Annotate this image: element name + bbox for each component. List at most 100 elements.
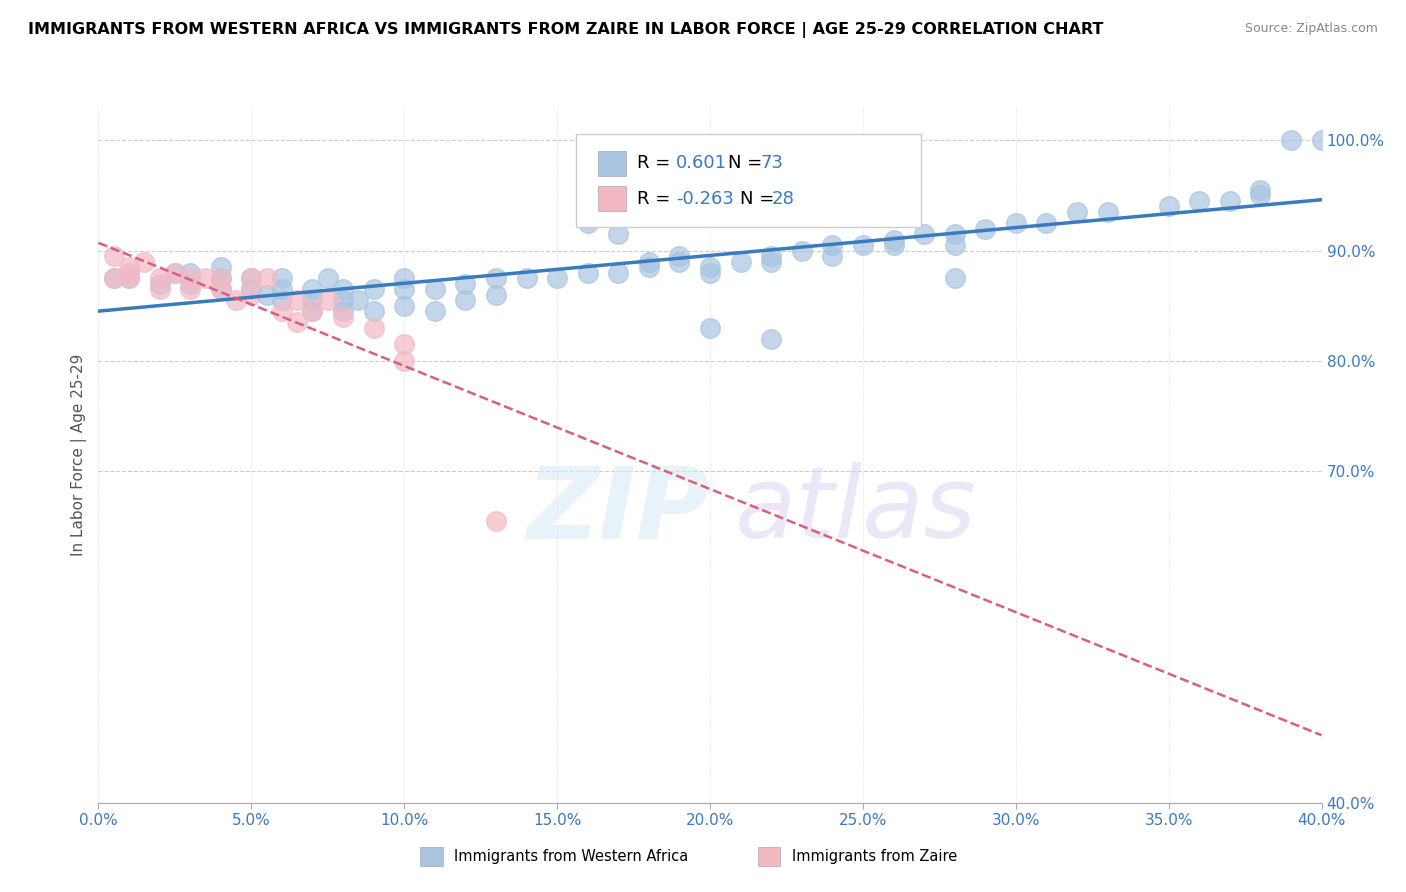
Point (943, 238, 966, 252)
Y-axis label: In Labor Force | Age 25-29: In Labor Force | Age 25-29 (72, 354, 87, 556)
Point (883, 233, 905, 247)
Point (699, 266, 721, 280)
Point (134, 254, 156, 268)
Point (392, 282, 416, 296)
Point (1249, 188, 1271, 202)
Point (1279, 133, 1302, 147)
Point (209, 271, 232, 285)
Point (637, 260, 661, 275)
Point (1249, 183, 1271, 197)
Point (149, 277, 172, 291)
Point (1066, 205, 1088, 219)
Point (516, 271, 538, 285)
Point (759, 249, 782, 263)
Point (285, 315, 308, 329)
Point (270, 304, 292, 318)
Point (576, 266, 599, 280)
Point (347, 293, 370, 308)
Point (943, 271, 966, 285)
Point (240, 271, 263, 285)
Point (301, 293, 323, 308)
Point (118, 260, 141, 275)
Point (332, 282, 354, 296)
Point (256, 287, 278, 301)
Point (485, 271, 508, 285)
Point (790, 244, 813, 258)
Point (1035, 216, 1057, 230)
Point (759, 332, 782, 346)
Point (301, 304, 323, 318)
Point (607, 266, 630, 280)
Point (118, 271, 141, 285)
Point (240, 287, 263, 301)
Point (118, 266, 141, 280)
Point (209, 282, 232, 296)
Text: -0.263: -0.263 (676, 190, 734, 208)
Point (332, 293, 354, 308)
Point (363, 321, 385, 335)
Point (270, 293, 292, 308)
Point (668, 249, 690, 263)
Point (285, 293, 308, 308)
Point (163, 266, 186, 280)
Point (149, 271, 172, 285)
Text: 73: 73 (761, 154, 783, 172)
Point (485, 514, 508, 528)
Point (194, 271, 217, 285)
Point (179, 277, 201, 291)
Point (301, 304, 323, 318)
Point (316, 293, 339, 308)
Point (637, 254, 661, 268)
Point (179, 282, 201, 296)
Point (883, 238, 905, 252)
Point (103, 249, 125, 263)
Text: Immigrants from Western Africa: Immigrants from Western Africa (454, 849, 689, 863)
Point (209, 282, 232, 296)
Point (179, 266, 201, 280)
Point (301, 282, 323, 296)
Point (759, 254, 782, 268)
Point (392, 271, 416, 285)
Point (1097, 205, 1119, 219)
Point (668, 254, 690, 268)
Point (730, 254, 752, 268)
Point (699, 321, 721, 335)
Point (821, 249, 844, 263)
Point (454, 293, 477, 308)
Point (423, 282, 446, 296)
Point (576, 216, 599, 230)
Point (454, 277, 477, 291)
Point (363, 282, 385, 296)
Point (240, 271, 263, 285)
Point (103, 271, 125, 285)
Point (821, 238, 844, 252)
Text: R =: R = (637, 154, 676, 172)
Text: 28: 28 (772, 190, 794, 208)
Point (1188, 194, 1211, 208)
Point (699, 260, 721, 275)
Text: N =: N = (728, 154, 762, 172)
Point (256, 271, 278, 285)
Point (270, 282, 292, 296)
Point (852, 238, 875, 252)
Text: atlas: atlas (734, 462, 976, 559)
Point (392, 337, 416, 351)
Point (1310, 133, 1333, 147)
Point (912, 227, 935, 241)
Text: 0.601: 0.601 (676, 154, 727, 172)
Point (149, 282, 172, 296)
Point (943, 227, 966, 241)
Point (316, 271, 339, 285)
Point (392, 354, 416, 368)
Point (240, 282, 263, 296)
Point (163, 266, 186, 280)
Point (546, 271, 568, 285)
Text: N =: N = (740, 190, 773, 208)
Point (1157, 199, 1180, 213)
Point (1219, 194, 1241, 208)
Point (363, 304, 385, 318)
Text: ZIP: ZIP (527, 462, 710, 559)
Point (332, 304, 354, 318)
Point (974, 221, 997, 235)
Text: Immigrants from Zaire: Immigrants from Zaire (792, 849, 957, 863)
